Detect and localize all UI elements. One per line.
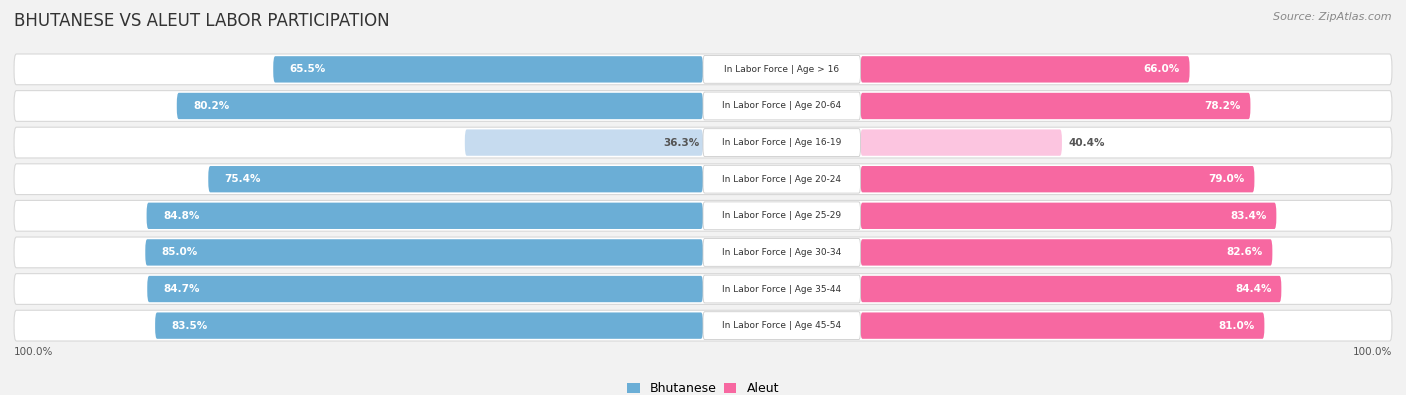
FancyBboxPatch shape: [14, 127, 1392, 158]
FancyBboxPatch shape: [860, 93, 1250, 119]
FancyBboxPatch shape: [14, 90, 1392, 121]
FancyBboxPatch shape: [860, 276, 1281, 302]
Text: 81.0%: 81.0%: [1218, 321, 1254, 331]
Text: 84.4%: 84.4%: [1234, 284, 1271, 294]
FancyBboxPatch shape: [148, 276, 703, 302]
Text: 83.4%: 83.4%: [1230, 211, 1267, 221]
Text: 100.0%: 100.0%: [1353, 347, 1392, 357]
Text: 66.0%: 66.0%: [1143, 64, 1180, 74]
FancyBboxPatch shape: [14, 164, 1392, 195]
Text: In Labor Force | Age 20-64: In Labor Force | Age 20-64: [723, 102, 841, 111]
Text: In Labor Force | Age 20-24: In Labor Force | Age 20-24: [723, 175, 841, 184]
FancyBboxPatch shape: [703, 312, 860, 340]
Text: In Labor Force | Age 25-29: In Labor Force | Age 25-29: [723, 211, 841, 220]
Text: 84.8%: 84.8%: [163, 211, 200, 221]
FancyBboxPatch shape: [703, 55, 860, 83]
FancyBboxPatch shape: [14, 200, 1392, 231]
Text: 65.5%: 65.5%: [290, 64, 326, 74]
Text: 79.0%: 79.0%: [1208, 174, 1244, 184]
FancyBboxPatch shape: [860, 203, 1277, 229]
FancyBboxPatch shape: [273, 56, 703, 83]
FancyBboxPatch shape: [860, 56, 1189, 83]
FancyBboxPatch shape: [14, 237, 1392, 268]
FancyBboxPatch shape: [208, 166, 703, 192]
Text: 85.0%: 85.0%: [162, 247, 198, 258]
FancyBboxPatch shape: [860, 130, 1062, 156]
FancyBboxPatch shape: [14, 274, 1392, 305]
Text: 84.7%: 84.7%: [163, 284, 200, 294]
FancyBboxPatch shape: [703, 92, 860, 120]
FancyBboxPatch shape: [703, 165, 860, 193]
FancyBboxPatch shape: [155, 312, 703, 339]
Text: In Labor Force | Age > 16: In Labor Force | Age > 16: [724, 65, 839, 74]
FancyBboxPatch shape: [145, 239, 703, 265]
FancyBboxPatch shape: [14, 54, 1392, 85]
Text: In Labor Force | Age 45-54: In Labor Force | Age 45-54: [723, 321, 841, 330]
Text: In Labor Force | Age 16-19: In Labor Force | Age 16-19: [723, 138, 841, 147]
Text: 82.6%: 82.6%: [1226, 247, 1263, 258]
Text: 80.2%: 80.2%: [193, 101, 229, 111]
FancyBboxPatch shape: [465, 130, 703, 156]
FancyBboxPatch shape: [14, 310, 1392, 341]
Text: 40.4%: 40.4%: [1069, 137, 1105, 148]
FancyBboxPatch shape: [860, 166, 1254, 192]
FancyBboxPatch shape: [146, 203, 703, 229]
FancyBboxPatch shape: [703, 129, 860, 156]
FancyBboxPatch shape: [177, 93, 703, 119]
Text: In Labor Force | Age 35-44: In Labor Force | Age 35-44: [723, 284, 841, 293]
Text: In Labor Force | Age 30-34: In Labor Force | Age 30-34: [723, 248, 841, 257]
Text: 78.2%: 78.2%: [1204, 101, 1240, 111]
Text: Source: ZipAtlas.com: Source: ZipAtlas.com: [1274, 12, 1392, 22]
FancyBboxPatch shape: [703, 275, 860, 303]
Text: 83.5%: 83.5%: [172, 321, 208, 331]
FancyBboxPatch shape: [860, 239, 1272, 265]
FancyBboxPatch shape: [860, 312, 1264, 339]
Legend: Bhutanese, Aleut: Bhutanese, Aleut: [627, 382, 779, 395]
FancyBboxPatch shape: [703, 202, 860, 230]
Text: 36.3%: 36.3%: [664, 137, 700, 148]
Text: BHUTANESE VS ALEUT LABOR PARTICIPATION: BHUTANESE VS ALEUT LABOR PARTICIPATION: [14, 12, 389, 30]
Text: 100.0%: 100.0%: [14, 347, 53, 357]
Text: 75.4%: 75.4%: [225, 174, 262, 184]
FancyBboxPatch shape: [703, 239, 860, 266]
